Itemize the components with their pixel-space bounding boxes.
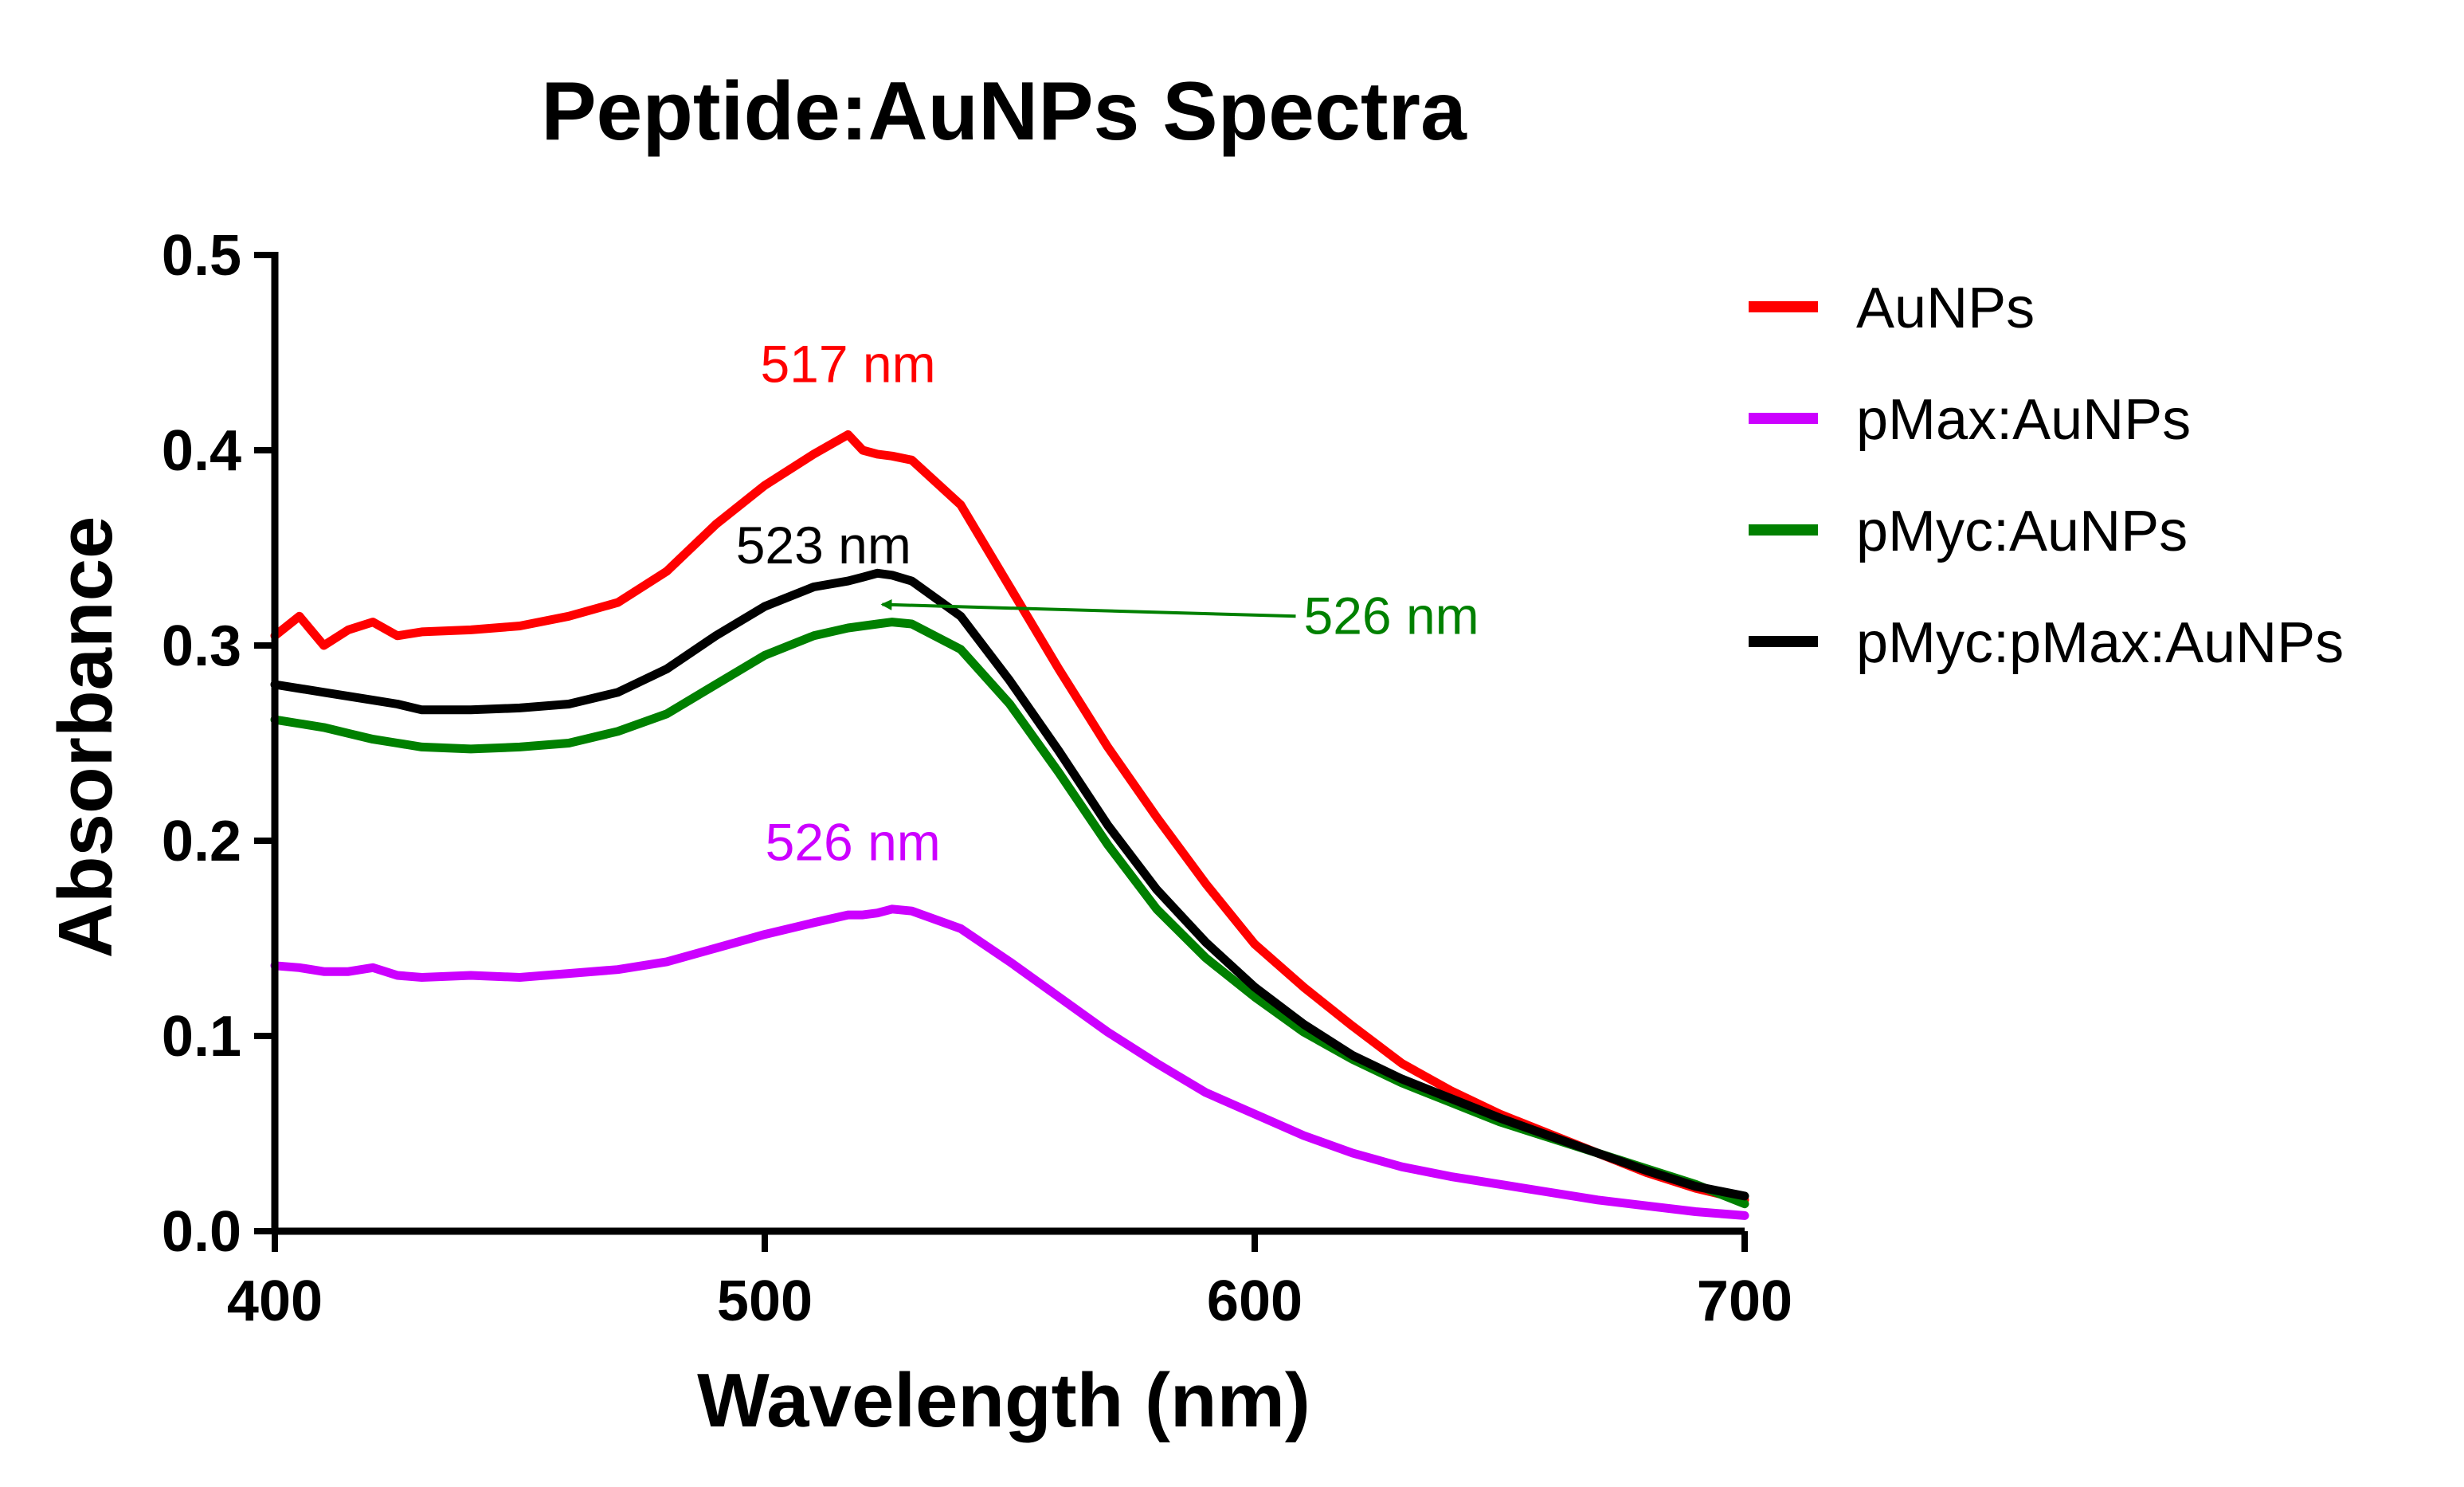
chart-title: Peptide:AuNPs Spectra <box>541 65 1467 158</box>
y-tick-label: 0.5 <box>162 224 241 288</box>
x-axis-label: Wavelength (nm) <box>697 1358 1310 1443</box>
legend-label: AuNPs <box>1856 277 2035 340</box>
x-tick-label: 700 <box>1697 1269 1792 1333</box>
legend-label: pMyc:pMax:AuNPs <box>1856 611 2344 675</box>
y-tick-label: 0.4 <box>162 419 241 483</box>
series-line-pmyc-pmax-aunps <box>270 568 1749 1201</box>
series-lines <box>270 430 1749 1220</box>
x-tick-label: 600 <box>1207 1269 1303 1333</box>
x-ticks: 400 500 600 700 <box>227 1231 1792 1333</box>
annotations: 517 nm 523 nm 526 nm 526 nm <box>736 334 1479 871</box>
axes: 0.0 0.1 0.2 0.3 0.4 0.5 400 500 600 700 <box>162 224 1792 1333</box>
peak-annotation: 526 nm <box>1304 586 1479 645</box>
peak-annotation: 523 nm <box>736 516 911 575</box>
peak-annotation: 517 nm <box>760 334 935 393</box>
y-tick-label: 0.3 <box>162 614 241 678</box>
plot-area: 517 nm 523 nm 526 nm 526 nm 0.0 0.1 0.2 0.3 0.4… <box>162 224 1792 1333</box>
y-tick-label: 0.2 <box>162 810 241 873</box>
annotation-arrow <box>880 598 1296 618</box>
legend-label: pMyc:AuNPs <box>1856 500 2188 563</box>
series-line-pmax-aunps <box>270 904 1749 1220</box>
y-tick-label: 0.1 <box>162 1005 241 1069</box>
x-tick-label: 500 <box>717 1269 813 1333</box>
legend-label: pMax:AuNPs <box>1856 388 2191 452</box>
y-ticks: 0.0 0.1 0.2 0.3 0.4 0.5 <box>162 224 275 1264</box>
legend: AuNPs pMax:AuNPs pMyc:AuNPs pMyc:pMax:AuNPs <box>1749 277 2344 675</box>
series-line-aunps <box>270 430 1749 1205</box>
x-tick-label: 400 <box>227 1269 323 1333</box>
y-tick-label: 0.0 <box>162 1200 241 1264</box>
peak-annotation: 526 nm <box>766 813 941 872</box>
y-axis-label: Absorbance <box>43 516 128 959</box>
